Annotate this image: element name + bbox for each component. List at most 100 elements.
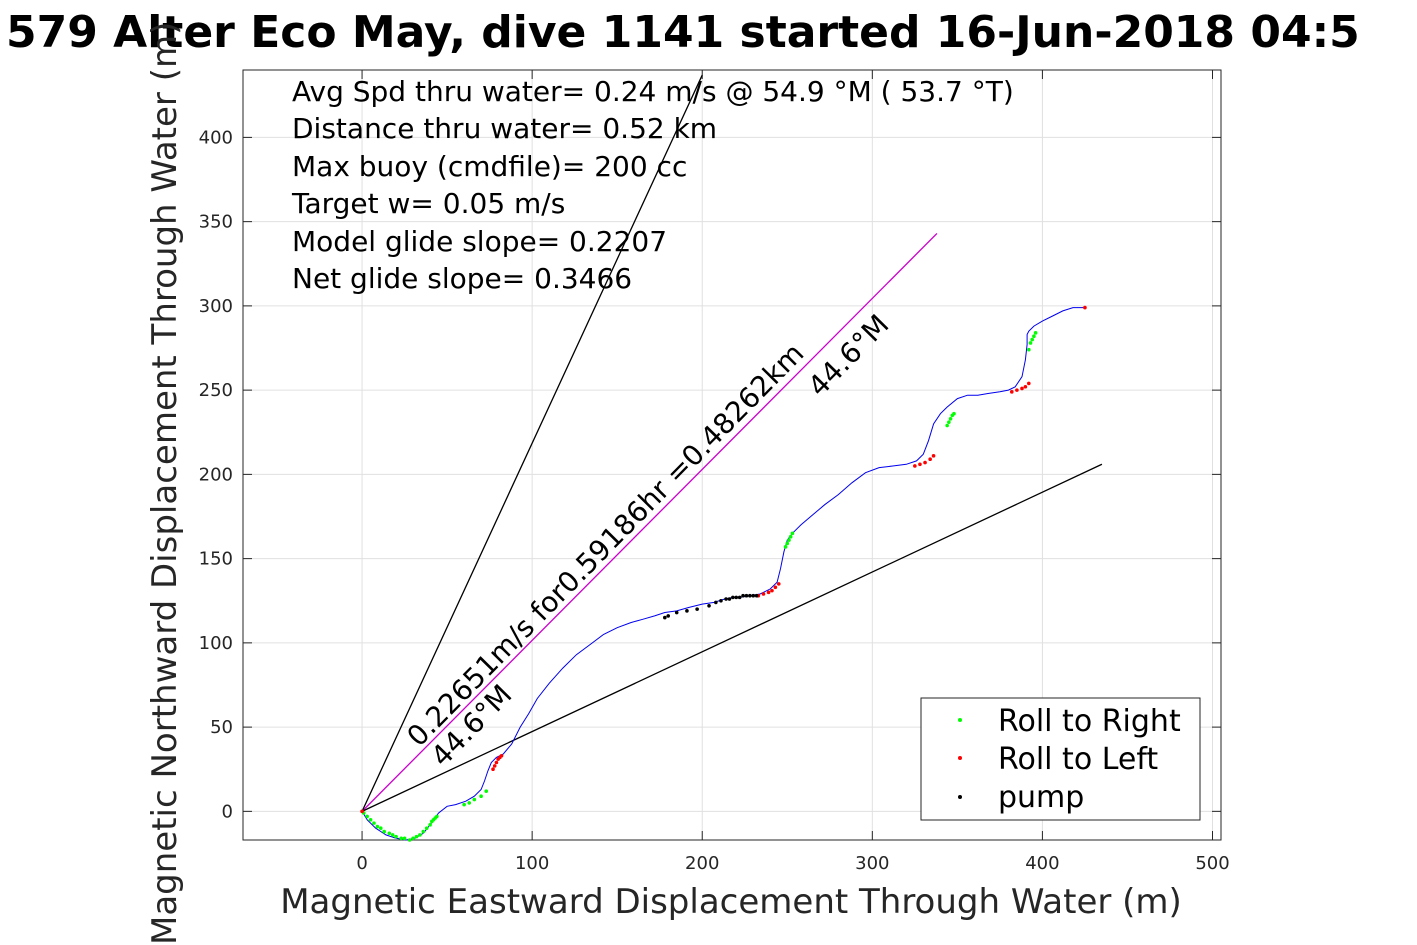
info-line-net-glide: Net glide slope= 0.3466 (292, 262, 632, 295)
info-line-distance: Distance thru water= 0.52 km (292, 112, 717, 145)
roll-left-marker (360, 809, 364, 814)
roll-left-marker (761, 592, 766, 596)
roll-right-marker (788, 534, 793, 539)
roll-right-marker (382, 829, 386, 834)
pump-marker (685, 609, 689, 613)
roll-left-marker (1027, 381, 1031, 386)
roll-right-marker (467, 801, 472, 805)
track-group (361, 307, 1085, 841)
pump-marker (666, 614, 671, 618)
roll-right-marker (952, 411, 956, 416)
roll-right-marker (484, 789, 489, 793)
roll-right-marker (462, 802, 466, 807)
y-tick-label: 50 (210, 717, 233, 738)
x-tick-label: 400 (1025, 853, 1059, 874)
roll-right-marker (407, 838, 412, 842)
legend-label-roll-right: Roll to Right (998, 704, 1181, 739)
y-tick-label: 200 (199, 464, 233, 485)
info-line-model-glide: Model glide slope= 0.2207 (292, 225, 667, 258)
info-line-buoyancy: Max buoy (cmdfile)= 200 cc (292, 150, 687, 183)
y-tick-label: 100 (199, 633, 233, 654)
roll-left-marker (1023, 384, 1028, 389)
roll-right-marker (1032, 334, 1036, 339)
roll-left-marker (492, 764, 497, 768)
roll-right-marker (387, 831, 392, 836)
y-tick-label: 0 (222, 801, 233, 822)
legend: Roll to Right Roll to Left pump (920, 697, 1201, 821)
reference-line-heading (361, 232, 938, 812)
legend-marker-pump (958, 795, 962, 799)
pump-marker (707, 603, 711, 608)
roll-left-marker (1020, 386, 1024, 391)
roll-left-marker (1009, 390, 1014, 394)
roll-left-marker (773, 585, 778, 590)
x-axis-label: Magnetic Eastward Displacement Through W… (280, 882, 1182, 922)
x-tick-label: 0 (356, 853, 367, 874)
roll-left-marker (918, 462, 922, 467)
roll-right-marker (421, 829, 426, 834)
pump-marker (674, 610, 679, 615)
roll-left-marker (776, 582, 781, 586)
roll-right-marker (390, 833, 395, 837)
roll-right-marker (1030, 337, 1035, 342)
reference-line-bound-shallow (361, 463, 1103, 812)
roll-right-marker (375, 824, 380, 829)
roll-right-marker (1027, 347, 1031, 352)
roll-right-marker (414, 834, 419, 839)
roll-right-marker (378, 826, 383, 831)
roll-right-marker (945, 423, 949, 428)
pump-marker (744, 593, 749, 598)
roll-right-marker (947, 420, 951, 424)
roll-left-marker (499, 753, 504, 758)
pump-marker (724, 597, 728, 601)
roll-left-marker (491, 767, 495, 772)
legend-marker-roll-right (958, 718, 962, 722)
x-tick-label: 500 (1195, 853, 1229, 874)
pump-marker (734, 595, 739, 600)
roll-left-marker (1015, 388, 1019, 392)
roll-left-marker (494, 760, 499, 765)
roll-right-marker (790, 531, 795, 536)
roll-right-marker (365, 814, 369, 819)
roll-right-marker (411, 836, 415, 841)
roll-right-marker (394, 834, 398, 839)
grid-lines (243, 70, 1221, 840)
info-line-target-w: Target w= 0.05 m/s (291, 187, 565, 220)
legend-marker-roll-left (958, 756, 962, 760)
info-text-block: Avg Spd thru water= 0.24 m/s @ 54.9 °M (… (291, 75, 1014, 295)
chart-title: 579 Alter Eco May, dive 1141 started 16-… (6, 7, 1360, 58)
axis-ticks: 0 100 200 300 400 500 0 50 100 150 200 250 300 350 400 (199, 70, 1230, 874)
marker-group (360, 305, 1087, 842)
roll-right-marker (785, 541, 790, 546)
reference-lines (361, 74, 1103, 812)
legend-label-pump: pump (998, 780, 1084, 815)
pump-marker (714, 600, 718, 605)
roll-left-marker (931, 454, 936, 458)
pump-marker (719, 598, 723, 603)
reference-line-bound-steep (361, 74, 703, 812)
y-tick-label: 350 (199, 212, 233, 233)
roll-right-marker (399, 836, 403, 841)
pump-marker (748, 593, 752, 598)
info-line-speed: Avg Spd thru water= 0.24 m/s @ 54.9 °M (… (292, 75, 1014, 108)
roll-right-marker (948, 416, 953, 421)
y-tick-label: 300 (199, 296, 233, 317)
y-tick-label: 250 (199, 380, 233, 401)
pump-marker (737, 595, 742, 600)
roll-right-marker (1033, 331, 1038, 335)
annotation-speed-along-heading: 0.22651m/s for0.59186hr =0.48262km (400, 337, 810, 753)
roll-left-marker (1083, 305, 1087, 310)
roll-left-marker (923, 460, 927, 465)
x-tick-label: 300 (855, 853, 889, 874)
legend-box (920, 697, 1201, 821)
roll-left-marker (913, 464, 917, 468)
x-tick-label: 200 (685, 853, 719, 874)
dive-track-line (361, 307, 1085, 841)
y-tick-label: 400 (199, 127, 233, 148)
pump-marker (731, 595, 735, 600)
roll-left-marker (766, 590, 771, 595)
roll-right-marker (479, 794, 483, 798)
roll-right-marker (435, 814, 439, 819)
pump-marker (663, 615, 667, 620)
